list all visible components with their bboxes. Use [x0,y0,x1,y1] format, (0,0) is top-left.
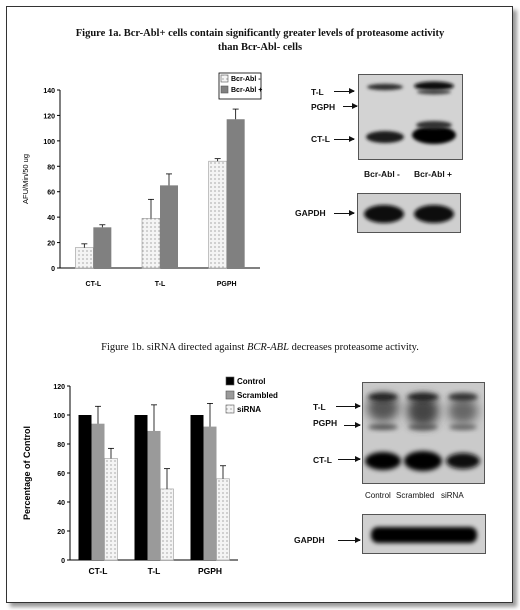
y-tick-label: 20 [47,241,55,248]
blot-1a-lane-label-neg: Bcr-Abl - [364,169,400,179]
blot-1b-band-label-tl: T-L [313,402,326,412]
blot-1b-lane-label-control: Control [365,491,391,500]
y-axis-label: AFU/Min/50 ug [21,154,30,204]
bar [147,430,161,560]
blot-1b-gapdh-label: GAPDH [294,535,325,545]
bar [226,119,245,268]
y-axis-label: Percentage of Control [22,426,32,520]
x-category-label: CT-L [86,281,102,288]
y-tick-label: 80 [57,442,65,449]
blot-1b-gapdh-image [362,514,486,554]
bar [160,185,178,268]
y-tick-label: 120 [43,113,55,120]
bar [216,478,230,561]
blot-1a-gapdh-bands [364,205,454,223]
y-tick-label: 40 [57,500,65,507]
legend-label: Scrambled [237,391,278,400]
blot-1b-arrow-ctl [338,456,361,462]
x-category-label: T-L [148,566,161,576]
blot-1b-arrow-pgph [344,422,361,428]
y-tick-label: 20 [57,529,65,536]
blot-1a-arrow-gapdh [334,210,355,216]
legend-label: Bcr-Abl + [231,87,262,94]
blot-1b-arrow-gapdh [338,537,361,543]
bar [203,426,217,560]
blot-1b-lane-label-sirna: siRNA [441,491,464,500]
x-category-label: PGPH [198,566,222,576]
blot-1a-gapdh-image [357,193,461,233]
blot-1a-gapdh-label: GAPDH [295,208,326,218]
figure-1b-title-gene: BCR-ABL [246,342,289,353]
blot-1a-arrow-tl [334,88,355,94]
blot-1b-lane-label-scrambled: Scrambled [396,491,435,500]
bar [93,227,112,268]
bar [160,488,174,561]
blot-1b-bands [363,383,484,483]
legend-swatch [225,404,235,414]
blot-1b-arrow-tl [336,403,361,409]
y-tick-label: 0 [51,266,55,273]
figure-1a-title: Figure 1a. Bcr-Abl+ cells contain signif… [0,28,520,53]
legend-label: Control [237,377,265,386]
blot-1a-band-label-pgph: PGPH [311,102,336,112]
y-tick-label: 60 [47,190,55,197]
blot-1a-bands [366,81,456,144]
bar [141,218,161,269]
legend-swatch [225,376,235,386]
blot-1a-lane-label-pos: Bcr-Abl + [414,169,453,179]
blot-1a-band-label-tl: T-L [311,87,324,97]
x-category-label: T-L [155,281,166,288]
figure-1b-title-suffix: decreases proteasome activity. [288,342,419,353]
bar [78,415,92,560]
figure-1a-bar-chart: 0 20 40 60 80 100 120 140 AFU/Min/50 ug CT-L T-L PG… [21,72,262,288]
blot-1a-image [358,74,463,160]
y-tick-label: 120 [53,384,65,391]
y-tick-label: 0 [61,558,65,565]
bar [134,415,148,560]
bar [190,415,204,560]
blot-1a-arrow-pgph [343,103,358,109]
y-tick-label: 100 [53,413,65,420]
y-tick-label: 60 [57,471,65,478]
legend-swatch [220,74,229,83]
blot-1a-band-label-ctl: CT-L [311,134,330,144]
x-category-label: PGPH [217,281,237,288]
bar [208,160,227,269]
legend-swatch [225,390,235,400]
y-tick-label: 100 [43,139,55,146]
figure-1b-bar-chart: 0 20 40 60 80 100 120 Percentage of Control CT-L… [22,376,278,576]
figure-1b-title: Figure 1b. siRNA directed against BCR-AB… [0,342,520,353]
blot-1b-gapdh-bands [371,527,477,543]
figure-1b-title-prefix: Figure 1b. siRNA directed against [101,342,247,353]
legend-label: Bcr-Abl - [231,76,261,83]
x-category-label: CT-L [89,566,108,576]
blot-1b-band-label-ctl: CT-L [313,455,332,465]
bar [104,458,118,561]
y-tick-label: 40 [47,215,55,222]
legend-swatch [220,85,229,94]
figure-1a-title-line1: Figure 1a. Bcr-Abl+ cells contain signif… [75,28,445,39]
bar [91,423,105,560]
legend-label: siRNA [237,405,261,414]
bar [75,247,94,269]
blot-1a-arrow-ctl [334,136,355,142]
blot-1b-band-label-pgph: PGPH [313,418,338,428]
y-tick-label: 80 [47,164,55,171]
y-tick-label: 140 [43,88,55,95]
blot-1b-image [362,382,485,484]
figure-1a-title-line2: than Bcr-Abl- cells [217,42,303,53]
